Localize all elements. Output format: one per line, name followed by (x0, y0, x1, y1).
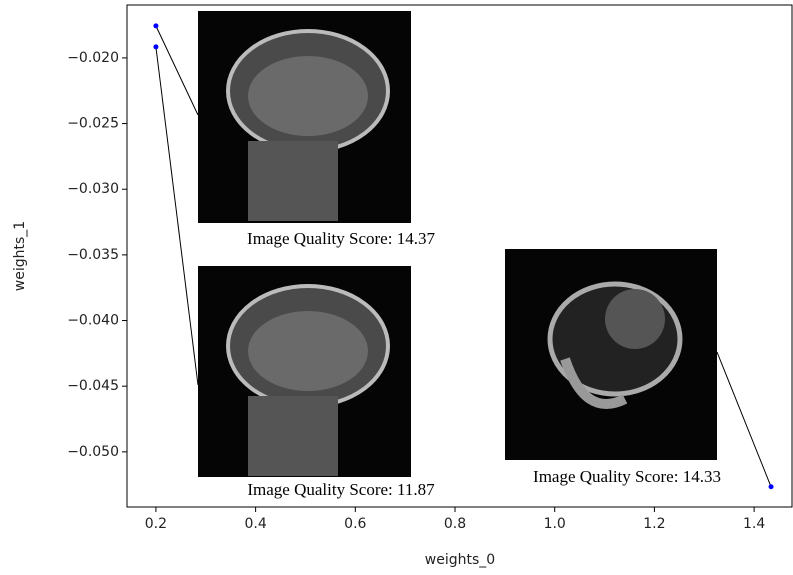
y-tick-label: −0.020 (67, 50, 119, 66)
y-tick-label: −0.035 (67, 247, 119, 263)
brain-inner (248, 311, 368, 391)
point (153, 44, 158, 49)
x-tick-label: 0.8 (444, 516, 466, 532)
x-tick-label: 1.0 (544, 516, 566, 532)
page: {"chart_data": {"type": "scatter", "x_la… (0, 0, 793, 575)
point (769, 484, 774, 489)
neck (248, 396, 338, 476)
y-tick-label: −0.025 (67, 116, 119, 132)
x-tick-label: 1.2 (643, 516, 665, 532)
neck (248, 141, 338, 221)
connector (156, 47, 198, 385)
y-tick-label: −0.045 (67, 378, 119, 394)
annotation: Image Quality Score: 14.33 (533, 467, 721, 486)
connector (717, 352, 771, 487)
y-axis-label: weights_1 (12, 221, 28, 291)
annotation: Image Quality Score: 11.87 (247, 480, 435, 499)
y-tick-label: −0.030 (67, 181, 119, 197)
x-tick-label: 0.4 (244, 516, 266, 532)
chart: weights_0 weights_1 0.2 0.4 0.6 0.8 1.0 1.2 1.… (0, 0, 793, 575)
point (153, 23, 158, 28)
brain-inner (248, 56, 368, 136)
annotation: Image Quality Score: 14.37 (247, 229, 435, 248)
brain (605, 289, 665, 349)
x-tick-label: 0.6 (344, 516, 366, 532)
y-tick-label: −0.040 (67, 313, 119, 329)
x-axis-label: weights_0 (425, 552, 495, 568)
x-tick-label: 0.2 (145, 516, 167, 532)
y-tick-label: −0.050 (67, 444, 119, 460)
x-tick-label: 1.4 (743, 516, 765, 532)
